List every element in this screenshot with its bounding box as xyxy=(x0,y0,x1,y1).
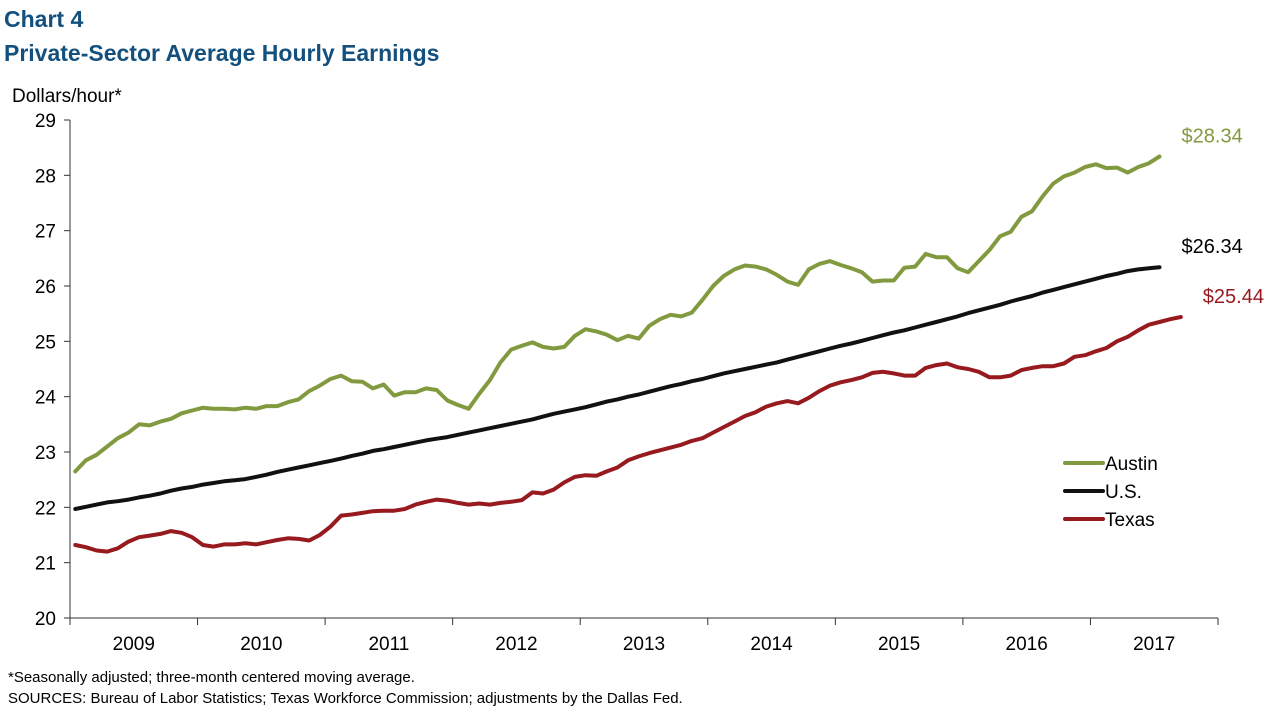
x-tick-label: 2010 xyxy=(240,634,282,655)
footnote-sources: SOURCES: Bureau of Labor Statistics; Tex… xyxy=(8,690,683,707)
y-tick-label: 29 xyxy=(35,111,56,132)
x-tick-label: 2009 xyxy=(113,634,155,655)
y-axis-unit-label: Dollars/hour* xyxy=(12,86,122,107)
series-line-us xyxy=(73,265,1162,511)
series-line-texas xyxy=(73,315,1183,554)
y-tick-label: 20 xyxy=(35,609,56,630)
x-tick-label: 2015 xyxy=(878,634,920,655)
series-line-austin xyxy=(73,154,1162,474)
x-tick-label: 2017 xyxy=(1133,634,1175,655)
end-labels: $28.34 $26.34 $25.44 xyxy=(1182,126,1264,308)
series-layer xyxy=(73,154,1183,554)
y-tick-label: 24 xyxy=(35,388,57,409)
end-value-label: $26.34 xyxy=(1182,236,1243,258)
y-tick-label: 25 xyxy=(35,332,56,353)
axes: 20 21 22 23 24 25 26 27 28 29 2009 2010 2011 2012 2013… xyxy=(35,111,1219,655)
y-tick-label: 23 xyxy=(35,443,56,464)
x-tick-label: 2012 xyxy=(495,634,537,655)
y-tick-label: 28 xyxy=(35,166,56,187)
y-tick-label: 27 xyxy=(35,222,56,243)
y-tick-label: 26 xyxy=(35,277,56,298)
x-tick-label: 2016 xyxy=(1006,634,1048,655)
y-tick-label: 22 xyxy=(35,498,56,519)
x-tick-label: 2011 xyxy=(368,634,409,655)
end-value-label: $28.34 xyxy=(1182,126,1243,148)
chart-title: Private-Sector Average Hourly Earnings xyxy=(4,40,440,66)
legend-label: U.S. xyxy=(1105,482,1142,503)
y-tick-label: 21 xyxy=(35,554,56,575)
end-value-label: $25.44 xyxy=(1203,286,1264,308)
legend-label: Austin xyxy=(1105,454,1158,475)
chart-number: Chart 4 xyxy=(4,6,84,32)
footnote-note: *Seasonally adjusted; three-month center… xyxy=(8,669,415,686)
x-tick-label: 2013 xyxy=(623,634,665,655)
x-tick-label: 2014 xyxy=(750,634,793,655)
legend: Austin U.S. Texas xyxy=(1063,454,1158,531)
legend-label: Texas xyxy=(1105,510,1155,531)
